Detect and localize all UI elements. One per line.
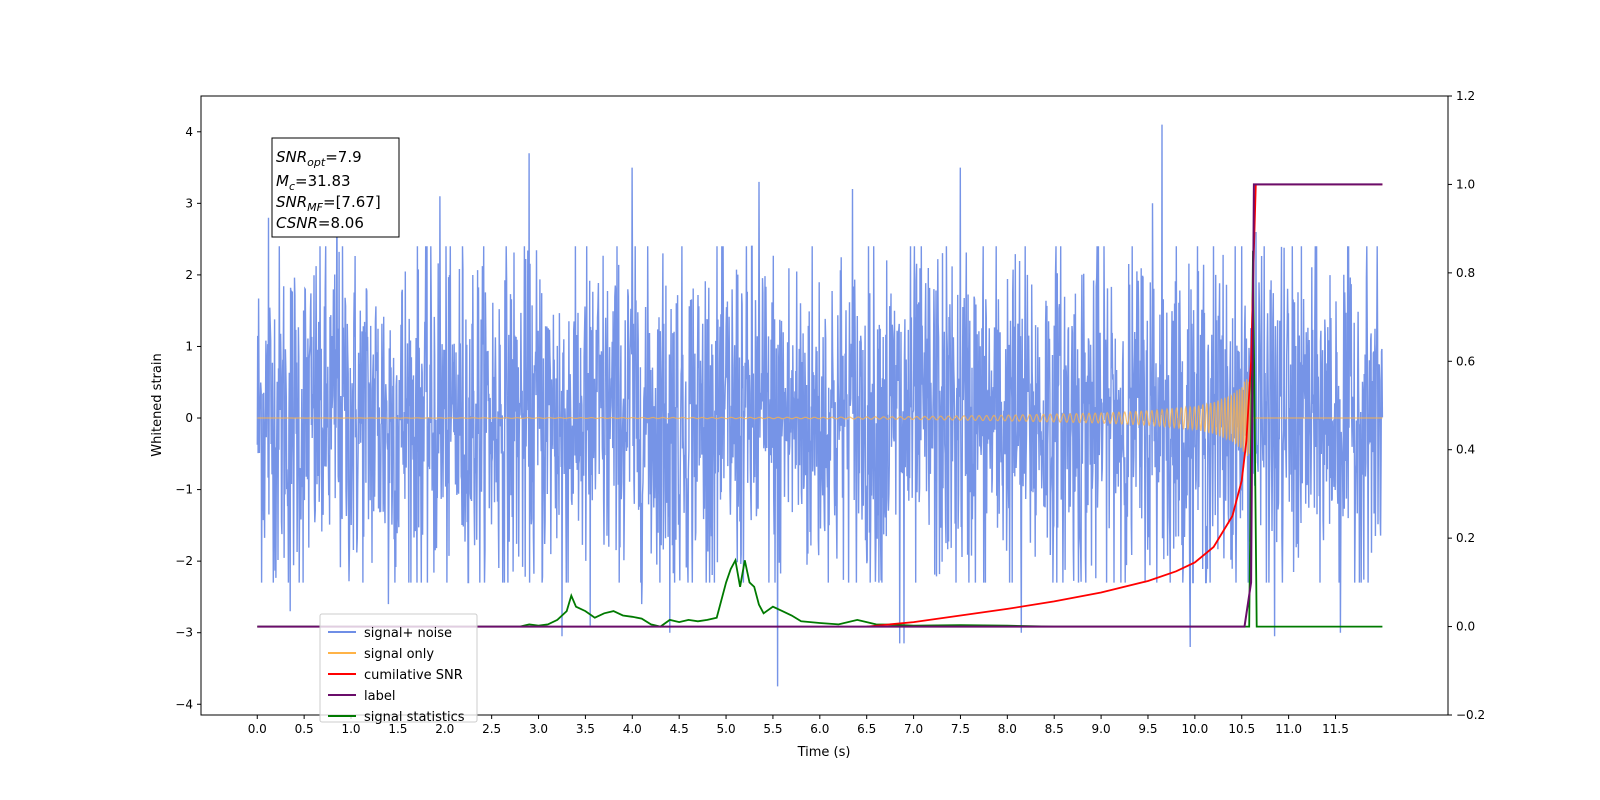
annotation-snr-opt-value: =7.9 xyxy=(325,148,361,166)
annotation-snr-mf-sub: MF xyxy=(307,201,323,214)
y-tick-label-left: −1 xyxy=(175,483,193,497)
svg-text:SNRMF=[7.67]: SNRMF=[7.67] xyxy=(276,193,381,214)
y-tick-label-right: 0.2 xyxy=(1456,531,1475,545)
series-signal-noise-line xyxy=(256,124,1384,687)
x-tick-label: 9.0 xyxy=(1092,722,1111,736)
x-tick-label: 3.0 xyxy=(529,722,548,736)
y-tick-label-left: −4 xyxy=(175,697,193,711)
y-tick-label-right: 1.2 xyxy=(1456,89,1475,103)
series-signal-only-line xyxy=(257,379,1383,457)
annotation-mc-label: M xyxy=(276,172,289,190)
y-tick-label-left: 3 xyxy=(185,196,193,210)
x-tick-label: 6.0 xyxy=(810,722,829,736)
y-tick-label-right: 0.6 xyxy=(1456,354,1475,368)
y-tick-label-right: 0.8 xyxy=(1456,266,1475,280)
x-tick-label: 3.5 xyxy=(576,722,595,736)
x-tick-label: 10.0 xyxy=(1181,722,1208,736)
x-tick-label: 6.5 xyxy=(857,722,876,736)
y-tick-label-left: 4 xyxy=(185,125,193,139)
x-tick-label: 10.5 xyxy=(1228,722,1255,736)
y-tick-label-right: −0.2 xyxy=(1456,708,1485,722)
annotation-snr-mf-label: SNR xyxy=(276,193,307,211)
x-tick-label: 5.5 xyxy=(763,722,782,736)
legend-label: label xyxy=(364,689,395,704)
x-tick-label: 8.5 xyxy=(1045,722,1064,736)
x-tick-label: 2.5 xyxy=(482,722,501,736)
y-tick-label-right: 0.0 xyxy=(1456,620,1475,634)
series-label-line xyxy=(257,183,1383,628)
legend-label: signal statistics xyxy=(364,710,465,725)
legend: signal+ noise signal only cumilative SNR la… xyxy=(319,613,478,725)
annotation-csnr-label: CSNR xyxy=(276,214,318,232)
x-tick-label: 5.0 xyxy=(717,722,736,736)
y-tick-label-right: 0.4 xyxy=(1456,443,1475,457)
x-tick-label: 1.5 xyxy=(388,722,407,736)
y-axis-label-left: Whitened strain xyxy=(150,353,165,456)
y-tick-label-left: 2 xyxy=(185,268,193,282)
legend-label: cumilative SNR xyxy=(364,668,463,683)
x-tick-label: 11.5 xyxy=(1322,722,1349,736)
y-tick-label-left: −2 xyxy=(175,554,193,568)
annotation-snr-mf-value: =[7.67] xyxy=(323,193,381,211)
legend-label: signal+ noise xyxy=(364,626,452,641)
x-tick-label: 1.0 xyxy=(341,722,360,736)
annotation-mc-value: =31.83 xyxy=(295,172,351,190)
x-axis-label: Time (s) xyxy=(797,745,851,760)
x-tick-label: 7.0 xyxy=(904,722,923,736)
svg-text:CSNR=8.06: CSNR=8.06 xyxy=(276,214,364,232)
x-tick-label: 7.5 xyxy=(951,722,970,736)
annotation-snr-opt-label: SNR xyxy=(276,148,307,166)
x-tick-label: 4.5 xyxy=(670,722,689,736)
y-tick-label-left: 1 xyxy=(185,339,193,353)
legend-label: signal only xyxy=(364,647,434,662)
x-tick-label: 2.0 xyxy=(435,722,454,736)
plot-frame xyxy=(200,95,1449,716)
svg-text:SNRopt=7.9: SNRopt=7.9 xyxy=(276,148,362,169)
x-tick-label: 11.0 xyxy=(1275,722,1302,736)
x-tick-label: 4.0 xyxy=(623,722,642,736)
y-tick-label-left: 0 xyxy=(185,411,193,425)
annotation-mc-sub: c xyxy=(289,180,295,193)
y-tick-label-right: 1.0 xyxy=(1456,177,1475,191)
x-tick-label: 8.0 xyxy=(998,722,1017,736)
y-tick-label-left: −3 xyxy=(175,626,193,640)
x-tick-label: 0.5 xyxy=(295,722,314,736)
series-signal-statistics-line xyxy=(257,250,1383,628)
annotation-snr-opt-sub: opt xyxy=(307,156,326,169)
svg-text:Mc=31.83: Mc=31.83 xyxy=(276,172,351,193)
annotation-box: SNRopt=7.9 Mc=31.83 SNRMF=[7.67] CSNR=8.… xyxy=(271,137,400,238)
x-tick-label: 9.5 xyxy=(1138,722,1157,736)
x-tick-label: 0.0 xyxy=(248,722,267,736)
annotation-csnr-value: =8.06 xyxy=(318,214,364,232)
